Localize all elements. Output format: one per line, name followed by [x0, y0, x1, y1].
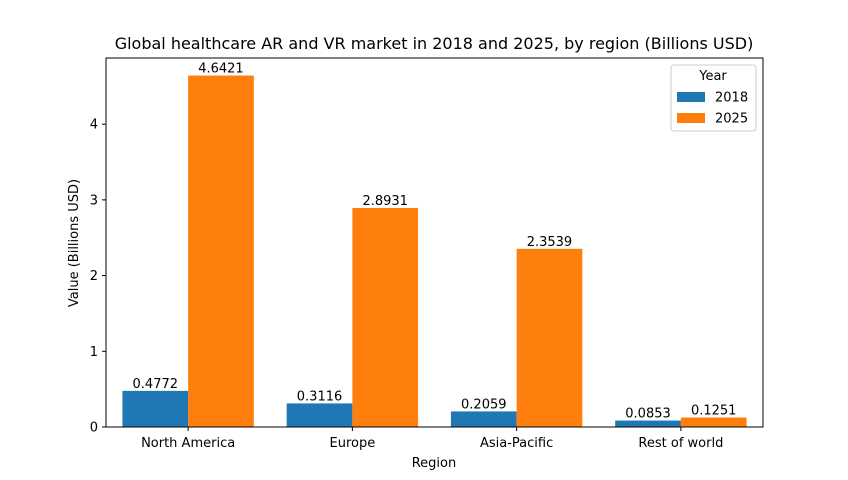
y-axis-label: Value (Billions USD): [67, 179, 82, 307]
x-tick-label: Europe: [330, 436, 376, 451]
bar-value-label: 0.3116: [297, 389, 343, 404]
y-tick-label: 0: [90, 421, 98, 436]
bar: [680, 417, 747, 427]
legend-title: Year: [698, 69, 727, 84]
bars: [122, 75, 747, 428]
bar-value-label: 2.3539: [527, 235, 573, 250]
bar-value-label: 2.8931: [362, 194, 408, 209]
bar-value-label: 0.0853: [625, 407, 671, 422]
x-axis-ticks: North America Europe Asia-Pacific Rest of w…: [141, 427, 723, 451]
bar: [122, 390, 189, 427]
x-tick-label: North America: [141, 436, 235, 451]
x-axis-label: Region: [412, 456, 457, 471]
legend-swatch: [677, 92, 705, 102]
bar-value-label: 0.2059: [461, 397, 507, 412]
bar: [352, 207, 419, 427]
bar-value-label: 0.1251: [691, 404, 737, 419]
y-tick-label: 2: [90, 269, 98, 284]
legend-label: 2018: [715, 91, 748, 106]
y-tick-label: 3: [90, 193, 98, 208]
bar-value-labels: 0.4772 4.6421 0.3116 2.8931 0.2059 2.3539 0.08…: [133, 62, 737, 422]
bar-value-label: 0.4772: [133, 377, 179, 392]
legend-swatch: [677, 113, 705, 123]
bar: [450, 411, 517, 427]
y-tick-label: 4: [90, 118, 98, 133]
x-tick-label: Rest of world: [638, 436, 723, 451]
legend-label: 2025: [715, 112, 748, 127]
bar: [286, 403, 353, 427]
bar: [516, 248, 583, 427]
bar-value-label: 4.6421: [198, 62, 244, 77]
y-axis-ticks: 0 1 2 3 4: [90, 118, 106, 436]
plot-frame: [105, 57, 764, 428]
y-tick-label: 1: [90, 345, 98, 360]
x-tick-label: Asia-Pacific: [480, 436, 553, 451]
bar: [188, 75, 254, 428]
bar: [615, 420, 681, 427]
chart-title: Global healthcare AR and VR market in 20…: [115, 34, 754, 53]
legend: Year 2018 2025: [670, 64, 757, 132]
